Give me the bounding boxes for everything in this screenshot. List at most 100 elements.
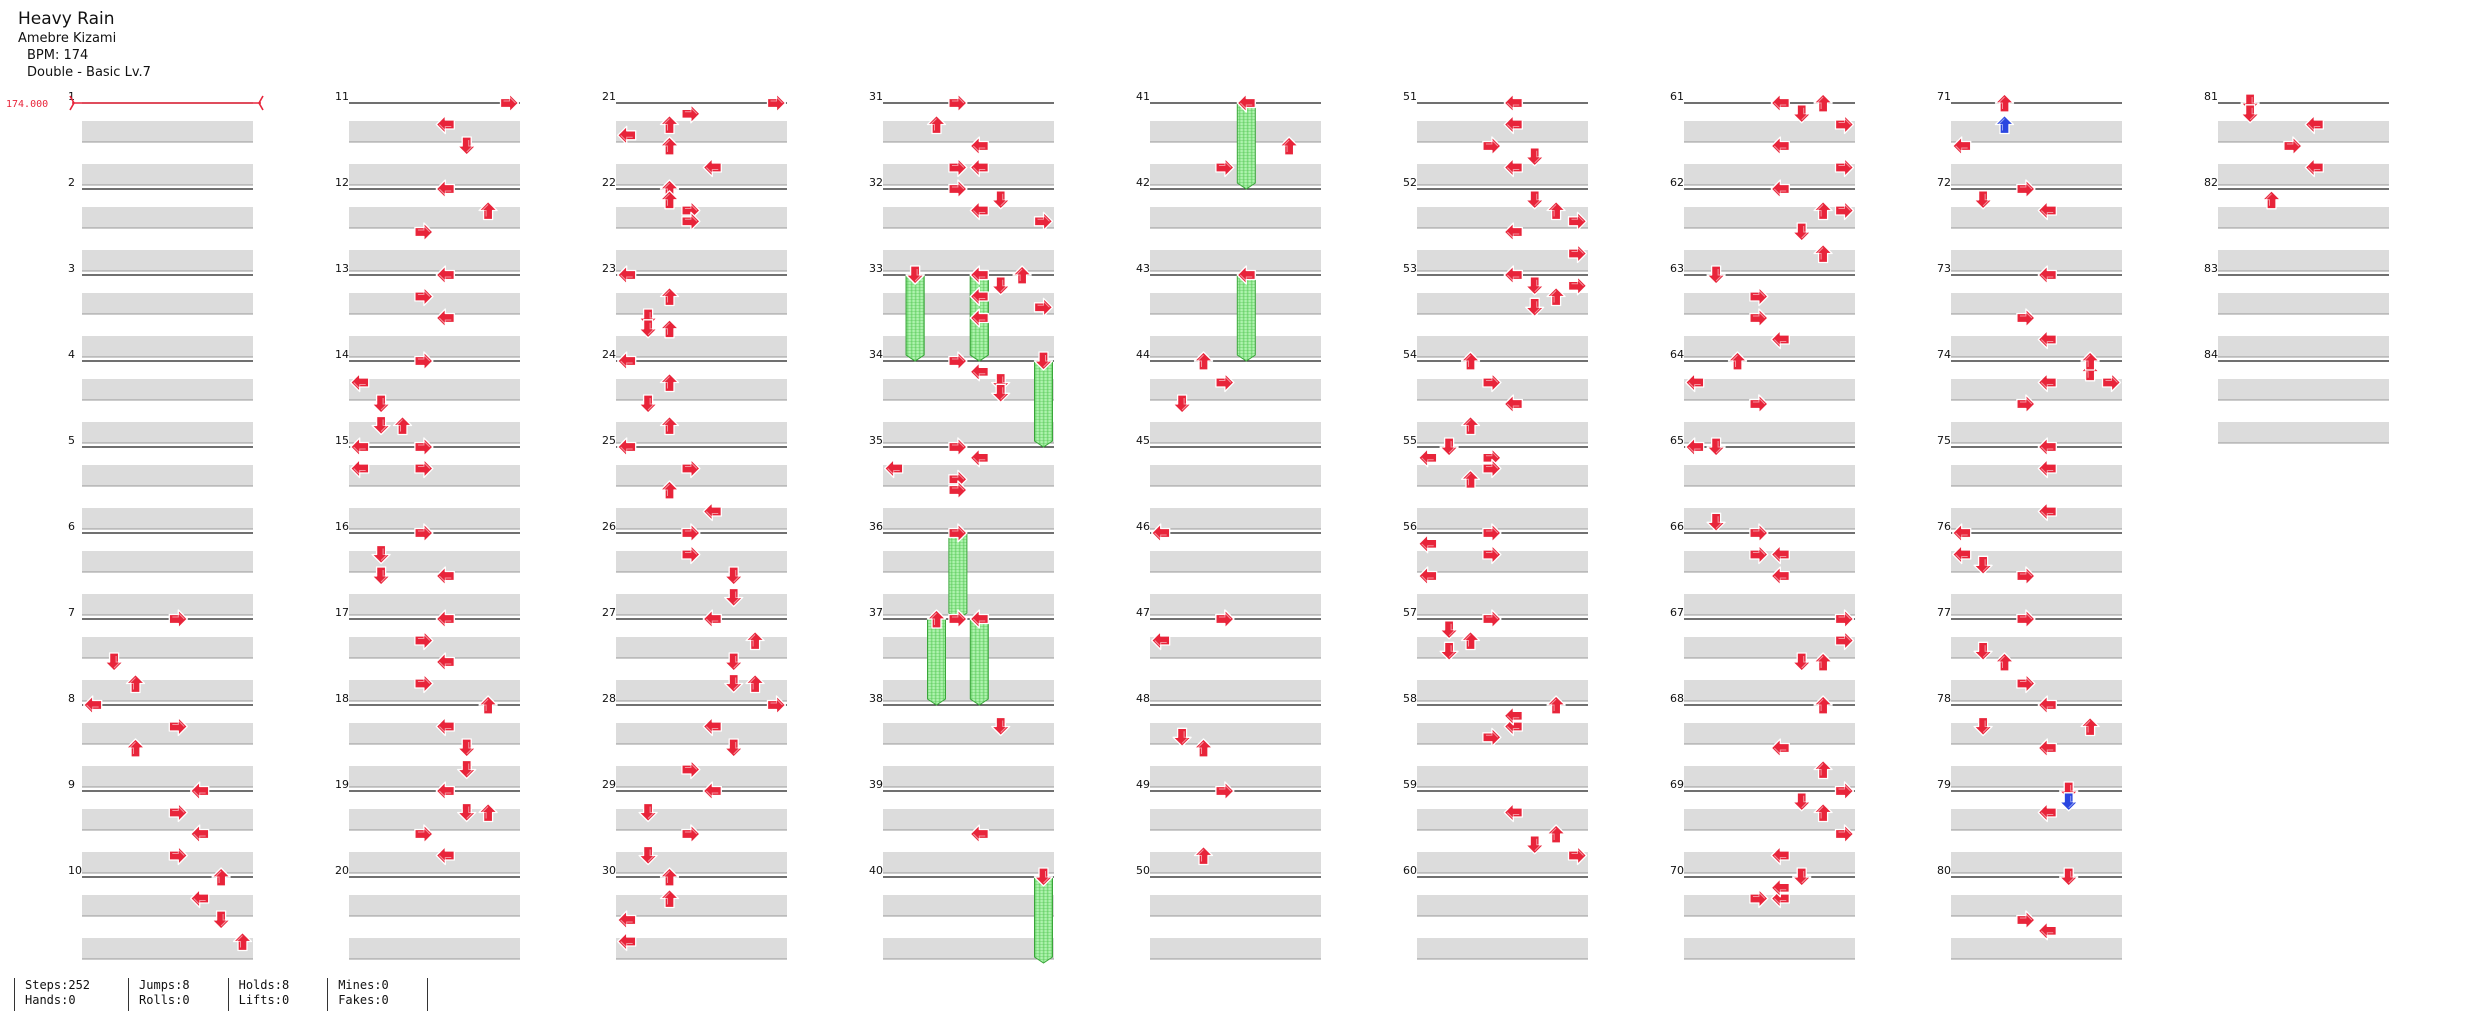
bpm-marker-cap-right — [258, 95, 264, 111]
arrow-highlight — [733, 677, 741, 690]
arrow-highlight — [684, 762, 698, 770]
beat-band — [2218, 121, 2389, 142]
arrow-shape — [2016, 308, 2036, 328]
arrow-icon — [1770, 179, 1790, 199]
arrow-highlight — [2019, 396, 2033, 405]
arrow-shape — [1749, 523, 1769, 543]
arrow-icon — [2037, 695, 2057, 715]
arrow-icon — [2016, 673, 2036, 694]
beat-band — [1150, 852, 1321, 873]
arrow-shape — [659, 888, 680, 909]
arrow-shape — [1834, 609, 1855, 629]
arrow-highlight — [684, 826, 698, 835]
beat-band — [82, 121, 253, 142]
arrow-icon — [435, 179, 455, 199]
measure-19: 19 — [335, 778, 520, 874]
beat-band — [616, 207, 787, 228]
measure-22: 22 — [602, 176, 787, 272]
arrow-highlight — [1154, 640, 1167, 648]
measure-30: 30 — [602, 864, 787, 960]
arrow-icon — [1460, 469, 1481, 489]
arrow-icon — [1279, 136, 1299, 156]
arrow-icon — [1813, 652, 1833, 672]
arrow-highlight — [1688, 382, 1701, 390]
arrow-icon — [1482, 523, 1502, 543]
beat-band — [883, 250, 1054, 271]
arrow-icon — [371, 544, 391, 565]
arrow-shape — [1567, 243, 1588, 264]
arrow-shape — [1834, 114, 1855, 135]
arrow-shape — [1525, 147, 1545, 167]
arrow-highlight — [647, 322, 656, 336]
measure-38: 38 — [869, 692, 1054, 788]
beat-band — [1417, 680, 1588, 701]
arrow-highlight — [2019, 568, 2033, 577]
measure-75: 75 — [1937, 434, 2122, 530]
arrow-icon — [1525, 297, 1545, 317]
arrow-icon — [969, 609, 989, 629]
beat-band — [82, 680, 253, 701]
arrow-shape — [1813, 93, 1833, 113]
arrow-shape — [211, 867, 231, 887]
arrow-shape — [969, 136, 989, 156]
arrow-highlight — [972, 296, 986, 304]
measure-number: 81 — [2204, 90, 2218, 103]
arrow-highlight — [951, 525, 965, 534]
arrow-highlight — [972, 833, 986, 842]
beat-band — [349, 422, 520, 443]
arrow-shape — [414, 222, 434, 242]
hold-note-body — [1034, 360, 1053, 448]
measure-number: 58 — [1403, 692, 1417, 705]
arrow-shape — [948, 480, 968, 500]
arrow-highlight — [684, 461, 698, 469]
measure-number: 63 — [1670, 262, 1684, 275]
arrow-icon — [2016, 308, 2036, 328]
beat-band — [82, 723, 253, 744]
measure-number: 12 — [335, 176, 349, 189]
arrow-highlight — [647, 398, 656, 411]
measure-number: 61 — [1670, 90, 1684, 103]
arrow-highlight — [438, 618, 452, 627]
measure-number: 55 — [1403, 434, 1417, 447]
arrow-shape — [435, 652, 455, 672]
arrow-shape — [1525, 297, 1545, 317]
measure-number: 19 — [335, 778, 349, 791]
arrow-shape — [2101, 372, 2122, 393]
measure-number: 14 — [335, 348, 349, 361]
arrow-highlight — [1239, 274, 1253, 283]
arrow-shape — [1727, 351, 1748, 371]
arrow-shape — [2037, 802, 2057, 823]
arrow-shape — [969, 265, 989, 285]
stat-group-holds: Holds:8 Lifts:0 — [227, 978, 328, 1011]
arrow-shape — [1482, 458, 1502, 479]
beat-band — [1417, 895, 1588, 916]
beat-band — [1150, 594, 1321, 615]
arrow-icon — [1193, 351, 1214, 371]
beat-band — [82, 594, 253, 615]
measure-82: 82 — [2204, 176, 2389, 272]
arrow-highlight — [2249, 107, 2258, 121]
arrow-icon — [1503, 706, 1523, 726]
beat-band — [82, 852, 253, 873]
arrow-icon — [1460, 630, 1481, 651]
arrow-icon — [414, 286, 434, 307]
measure-number: 47 — [1136, 606, 1150, 619]
measure-number: 17 — [335, 606, 349, 619]
measure-39: 39 — [869, 778, 1054, 874]
measure-64: 64 — [1670, 348, 1855, 444]
arrow-shape — [435, 566, 455, 586]
hold-note-icon — [1034, 876, 1053, 964]
arrow-icon — [1503, 222, 1523, 242]
arrow-shape — [435, 609, 455, 629]
beat-band — [82, 766, 253, 787]
arrow-icon — [1151, 523, 1171, 543]
arrow-highlight — [705, 726, 719, 734]
measure-number: 10 — [68, 864, 82, 877]
arrow-shape — [659, 372, 680, 393]
arrow-shape — [724, 587, 744, 608]
arrow-highlight — [1955, 554, 1968, 562]
beat-band — [883, 938, 1054, 959]
arrow-shape — [1418, 566, 1438, 586]
measure-65: 65 — [1670, 434, 1855, 530]
arrow-highlight — [1463, 419, 1471, 432]
